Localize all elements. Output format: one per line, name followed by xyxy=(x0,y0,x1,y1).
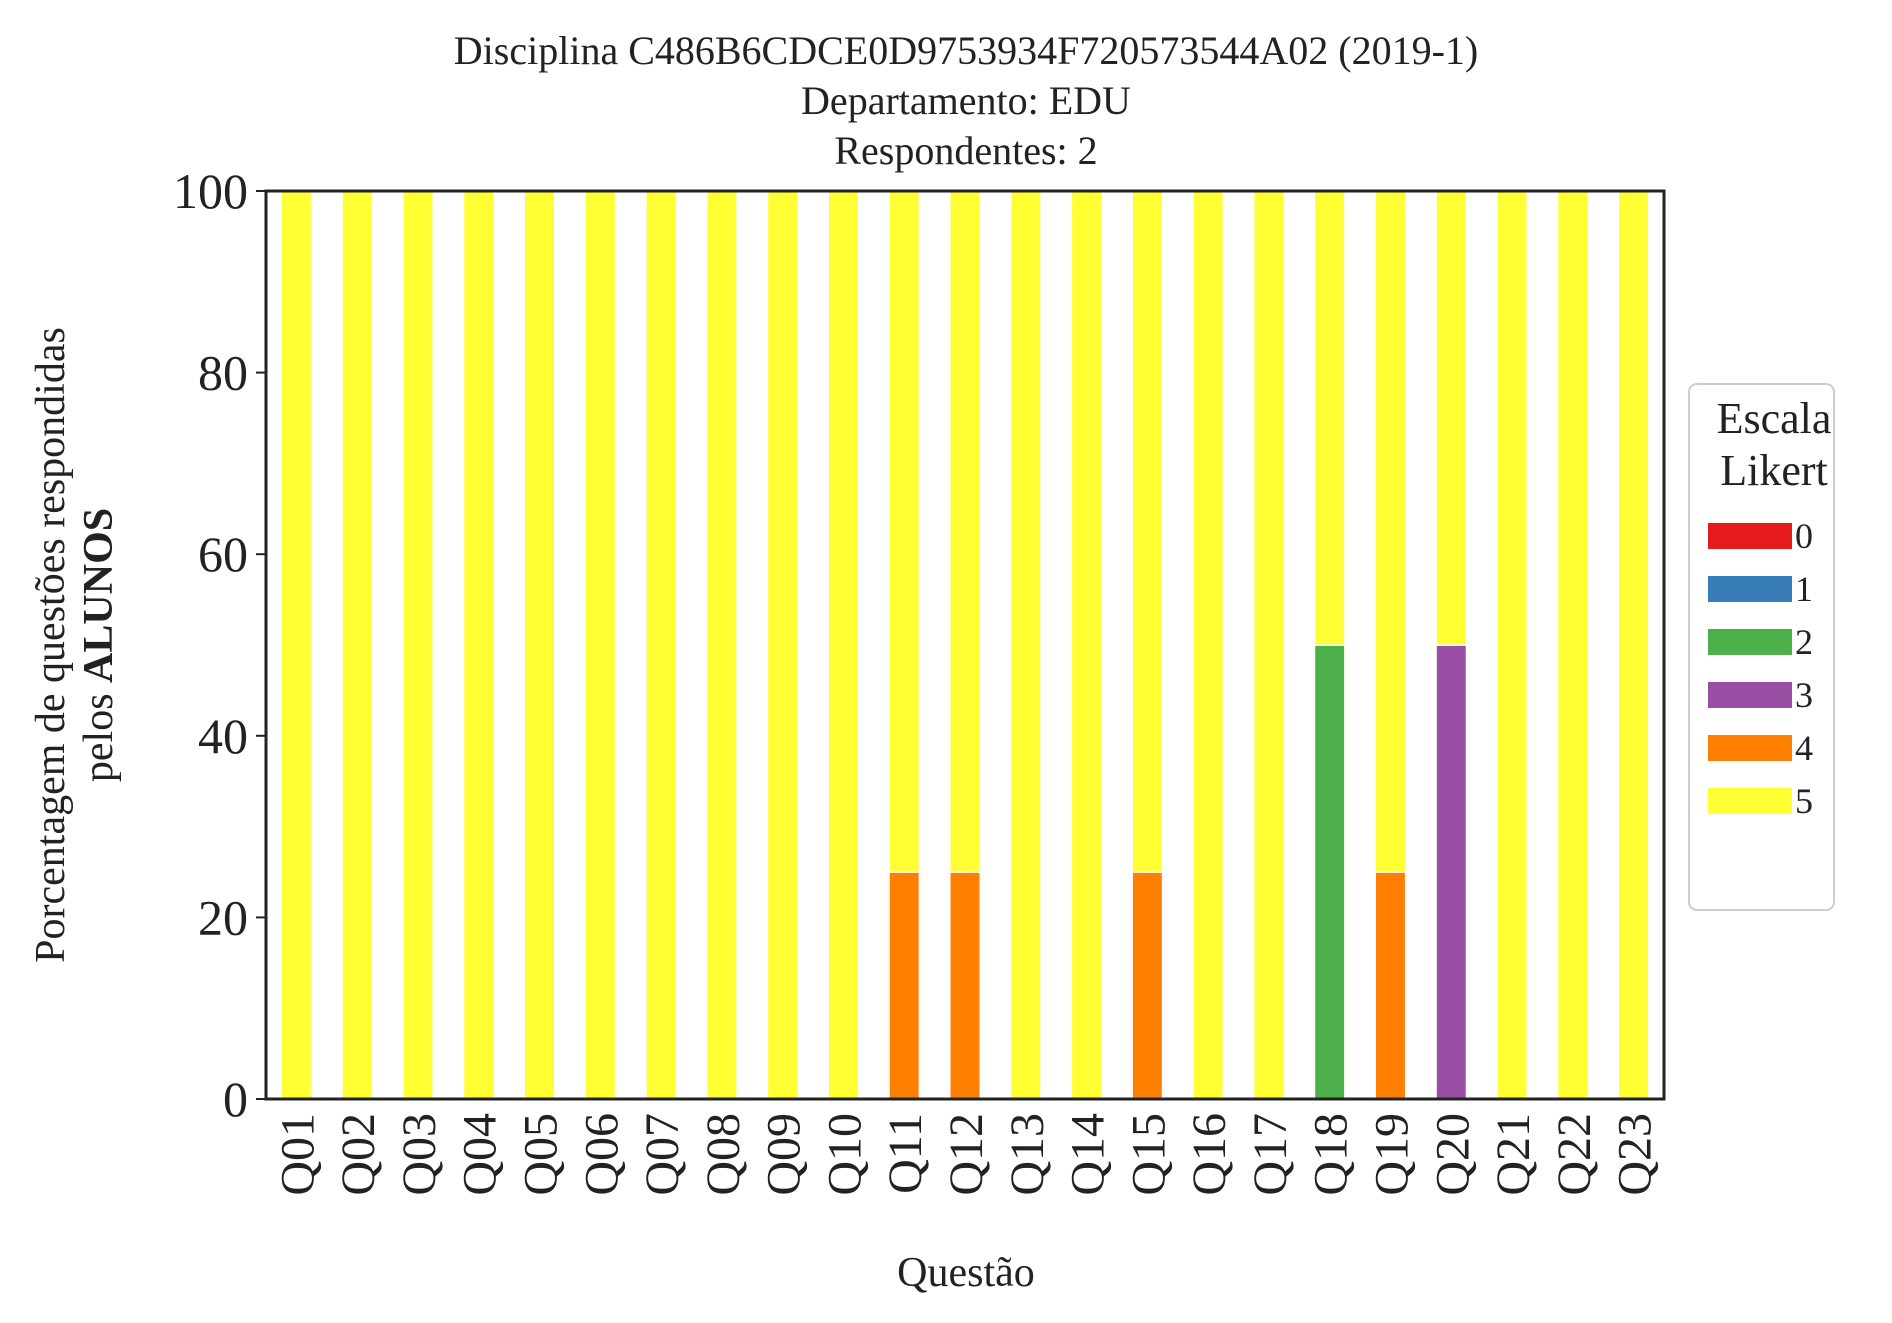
legend-label-2: 2 xyxy=(1795,622,1813,662)
y-axis-label-line-2: pelos ALUNOS xyxy=(76,508,122,782)
title-line-3: Respondentes: 2 xyxy=(834,128,1097,173)
bar-Q07-scale-5 xyxy=(645,190,678,1100)
bar-Q20-scale-3 xyxy=(1435,644,1468,1100)
bar-Q21-scale-5 xyxy=(1496,190,1528,1100)
y-tick-label-0: 0 xyxy=(223,1071,248,1127)
bar-Q22-scale-5 xyxy=(1556,190,1589,1100)
legend-label-4: 4 xyxy=(1795,728,1813,768)
y-tick-label-40: 40 xyxy=(198,708,248,764)
bar-Q18-scale-5 xyxy=(1313,190,1346,646)
bar-Q09-scale-5 xyxy=(766,190,799,1100)
x-tick-label-Q10: Q10 xyxy=(818,1113,871,1196)
title-line-2: Departamento: EDU xyxy=(801,78,1131,123)
x-tick-label-Q03: Q03 xyxy=(393,1113,446,1196)
x-tick-label-Q13: Q13 xyxy=(1001,1113,1054,1196)
bar-Q11-scale-5 xyxy=(888,190,921,873)
plot-frame xyxy=(264,189,1666,1101)
x-axis-label: Questão xyxy=(897,1250,1035,1296)
x-tick-label-Q15: Q15 xyxy=(1122,1113,1175,1196)
legend-label-0: 0 xyxy=(1795,516,1813,556)
bar-Q23-scale-5 xyxy=(1617,190,1650,1100)
legend-swatch-4 xyxy=(1708,735,1792,761)
legend-label-5: 5 xyxy=(1795,781,1813,821)
bar-Q12-scale-4 xyxy=(949,871,981,1100)
x-tick-label-Q01: Q01 xyxy=(271,1113,324,1196)
x-tick-label-Q02: Q02 xyxy=(332,1113,385,1196)
legend-label-1: 1 xyxy=(1795,569,1813,609)
bar-Q19-scale-4 xyxy=(1374,871,1407,1100)
bar-Q19-scale-5 xyxy=(1374,190,1407,873)
x-tick-label-Q04: Q04 xyxy=(454,1113,507,1196)
y-tick-label-60: 60 xyxy=(198,526,248,582)
x-tick-label-Q19: Q19 xyxy=(1365,1113,1418,1196)
legend-swatch-2 xyxy=(1708,629,1792,655)
x-tick-label-Q23: Q23 xyxy=(1609,1113,1662,1196)
x-tick-label-Q14: Q14 xyxy=(1062,1113,1115,1196)
bar-Q10-scale-5 xyxy=(827,190,860,1100)
bar-Q05-scale-5 xyxy=(523,190,556,1100)
y-axis-ticks: 0 20 40 60 80 100 xyxy=(173,163,266,1127)
bar-Q12-scale-5 xyxy=(949,190,981,873)
legend-title-line-1: Escala xyxy=(1717,394,1832,443)
x-tick-label-Q17: Q17 xyxy=(1244,1113,1297,1196)
y-axis-label-line-1: Porcentagem de questões respondidas xyxy=(28,327,74,963)
y-tick-label-100: 100 xyxy=(173,163,248,219)
bar-Q08-scale-5 xyxy=(705,190,738,1100)
bar-Q06-scale-5 xyxy=(584,190,617,1100)
legend-items: 0 1 2 3 4 5 xyxy=(1708,516,1813,821)
chart-title: Disciplina C486B6CDCE0D9753934F720573544… xyxy=(454,28,1478,173)
bar-Q20-scale-5 xyxy=(1435,190,1468,646)
title-line-1: Disciplina C486B6CDCE0D9753934F720573544… xyxy=(454,28,1478,73)
bar-Q02-scale-5 xyxy=(341,190,374,1100)
x-tick-label-Q06: Q06 xyxy=(575,1113,628,1196)
x-tick-label-Q21: Q21 xyxy=(1487,1113,1540,1196)
bar-Q15-scale-4 xyxy=(1131,871,1164,1100)
bar-Q13-scale-5 xyxy=(1009,190,1042,1100)
bar-Q04-scale-5 xyxy=(462,190,495,1100)
y-axis-label: Porcentagem de questões respondidas pelo… xyxy=(28,327,122,963)
legend-swatch-3 xyxy=(1708,682,1792,708)
bar-Q16-scale-5 xyxy=(1192,190,1225,1100)
bar-Q11-scale-4 xyxy=(888,871,921,1100)
x-tick-label-Q18: Q18 xyxy=(1305,1113,1358,1196)
x-tick-label-Q12: Q12 xyxy=(940,1113,993,1196)
y-axis-label-bold: ALUNOS xyxy=(76,508,122,683)
x-axis-ticks: Q01 Q02 Q03 Q04 Q05 Q06 Q07 Q08 Q09 Q10 Q11 Q12 Q13 Q… xyxy=(271,1113,1661,1196)
legend-swatch-5 xyxy=(1708,788,1792,814)
y-tick-label-80: 80 xyxy=(198,345,248,401)
bar-Q18-scale-2 xyxy=(1313,644,1346,1100)
x-tick-label-Q09: Q09 xyxy=(758,1113,811,1196)
bar-Q14-scale-5 xyxy=(1070,190,1103,1100)
x-tick-label-Q07: Q07 xyxy=(636,1113,689,1196)
bar-Q03-scale-5 xyxy=(402,190,434,1100)
legend-swatch-0 xyxy=(1708,523,1792,549)
x-tick-label-Q20: Q20 xyxy=(1426,1113,1479,1196)
legend: Escala Likert 0 1 2 3 4 5 xyxy=(1688,383,1835,911)
x-tick-label-Q11: Q11 xyxy=(879,1113,932,1194)
legend-label-3: 3 xyxy=(1795,675,1813,715)
legend-swatch-1 xyxy=(1708,576,1792,602)
bar-Q01-scale-5 xyxy=(280,190,313,1100)
y-tick-label-20: 20 xyxy=(198,889,248,945)
x-tick-label-Q22: Q22 xyxy=(1548,1113,1601,1196)
bars xyxy=(280,190,1650,1100)
x-tick-label-Q08: Q08 xyxy=(697,1113,750,1196)
legend-title-line-2: Likert xyxy=(1720,446,1828,495)
bar-Q15-scale-5 xyxy=(1131,190,1164,873)
x-tick-label-Q05: Q05 xyxy=(515,1113,568,1196)
bar-Q17-scale-5 xyxy=(1252,190,1285,1100)
x-tick-label-Q16: Q16 xyxy=(1183,1113,1236,1196)
y-axis-label-prefix: pelos xyxy=(76,683,122,782)
